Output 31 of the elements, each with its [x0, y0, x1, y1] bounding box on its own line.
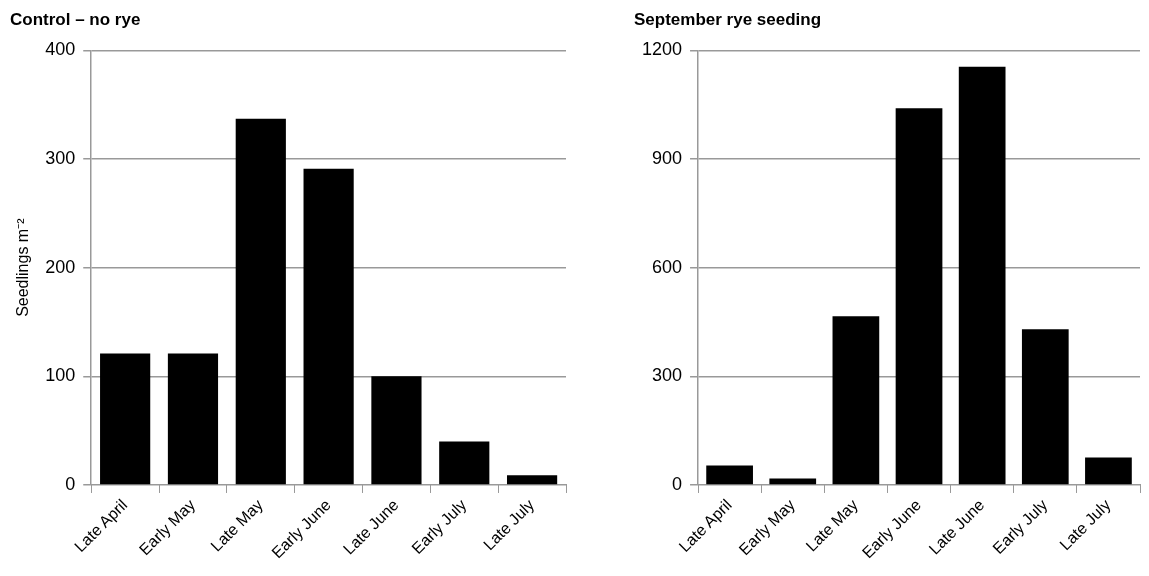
y-axis-title: Seedlings m⁻²	[14, 217, 32, 317]
y-tick-label: 400	[45, 39, 76, 60]
bar	[1085, 457, 1132, 485]
x-tick-label: Late July	[1056, 495, 1114, 554]
bar	[439, 441, 490, 485]
bar	[371, 376, 422, 485]
y-tick-label: 0	[672, 473, 683, 494]
bar	[895, 108, 943, 485]
y-tick-label: 300	[652, 365, 683, 386]
bar	[303, 168, 354, 485]
chart-title: Control – no rye	[10, 9, 141, 29]
bar	[506, 475, 558, 485]
bar	[769, 478, 817, 485]
chart-title: September rye seeding	[634, 9, 822, 29]
y-tick-label: 200	[45, 256, 76, 277]
bar	[706, 465, 753, 485]
bar	[167, 353, 219, 485]
bar	[958, 66, 1006, 485]
x-tick-label: Late May	[802, 495, 862, 555]
y-tick-label: 0	[65, 473, 76, 494]
y-tick-label: 600	[652, 256, 683, 277]
bar	[832, 316, 880, 485]
x-tick-label: Late May	[207, 495, 267, 555]
x-tick-label: Late July	[480, 495, 538, 554]
y-tick-label: 900	[652, 148, 683, 169]
y-tick-label: 300	[45, 148, 76, 169]
bar	[1021, 329, 1069, 485]
y-tick-label: 100	[45, 365, 76, 386]
bar	[235, 118, 286, 485]
y-tick-label: 1200	[642, 39, 683, 60]
bar	[100, 353, 151, 485]
